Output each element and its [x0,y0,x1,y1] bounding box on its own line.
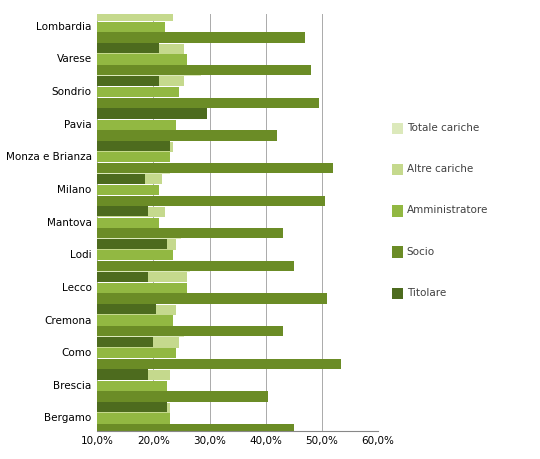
Bar [41,54,187,65]
Bar [41,98,190,108]
Bar [41,272,148,282]
Bar [41,228,282,238]
Bar [41,22,165,32]
Bar [41,381,167,391]
Bar [41,359,341,369]
Bar [41,66,201,76]
Bar [41,33,195,43]
Bar [41,207,165,217]
Bar [41,305,176,315]
Bar [41,327,184,337]
Bar [41,413,170,424]
Bar [41,76,184,86]
Bar [41,152,170,162]
Bar [41,141,173,152]
Bar [41,206,148,217]
Bar [41,130,277,140]
Bar [41,293,327,304]
Bar [41,250,173,260]
Bar [41,283,187,293]
Bar [41,240,176,250]
Text: Socio: Socio [407,246,435,257]
Bar [41,326,282,336]
Bar [41,392,176,402]
Bar [41,185,159,195]
Bar [41,304,156,314]
Text: Totale cariche: Totale cariche [407,123,479,133]
Bar [41,272,187,282]
Text: Altre cariche: Altre cariche [407,164,473,174]
Bar [41,402,167,412]
Bar [41,337,153,347]
Bar [41,163,170,174]
Bar [41,424,294,434]
Bar [41,261,190,272]
Text: Amministratore: Amministratore [407,205,488,215]
Bar [41,76,159,86]
Bar [41,370,170,380]
Bar [41,196,184,206]
Bar [41,403,170,413]
Bar [41,315,173,325]
Bar [41,131,181,141]
Bar [41,11,173,21]
Bar [41,120,176,130]
Bar [41,239,167,249]
Bar [41,229,181,239]
Bar [41,261,294,271]
Bar [41,33,305,43]
Bar [41,435,153,445]
Bar [41,294,184,304]
Bar [41,98,319,108]
Bar [41,392,268,402]
Bar [41,218,159,228]
Bar [41,196,325,206]
Bar [41,87,179,97]
Bar [41,163,333,173]
Bar [41,359,181,369]
Bar [41,141,170,151]
Bar [41,369,148,380]
Bar [41,43,159,53]
Bar [41,44,184,54]
Bar [41,348,176,358]
Bar [41,65,310,75]
Bar [41,174,145,184]
Bar [41,108,207,118]
Bar [41,174,162,185]
Bar [41,0,184,11]
Text: Titolare: Titolare [407,288,446,298]
Bar [41,109,179,119]
Bar [41,337,179,347]
